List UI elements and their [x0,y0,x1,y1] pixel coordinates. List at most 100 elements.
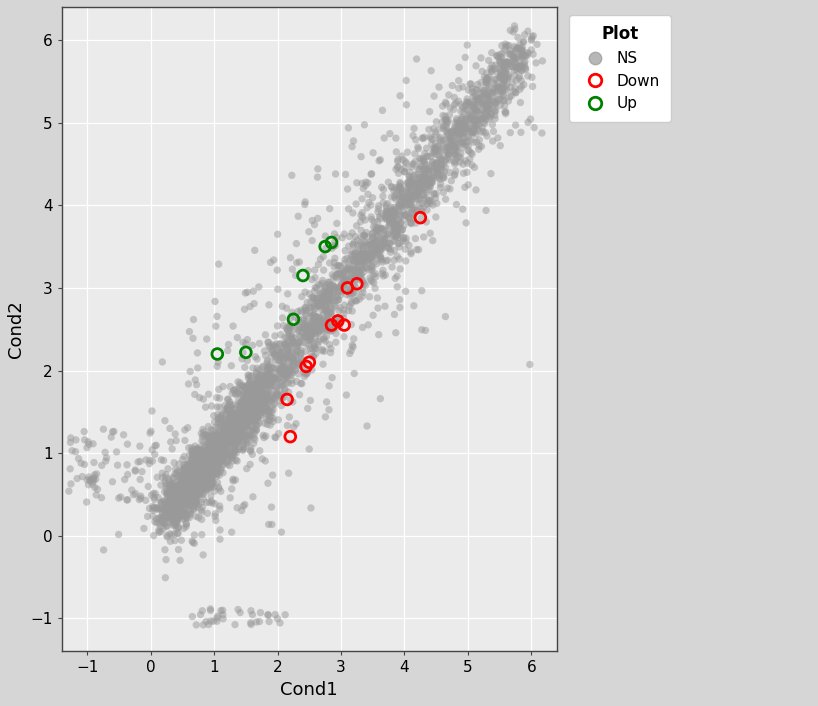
Point [178,508,191,520]
Point [258,395,271,407]
Point [382,176,395,188]
Point [430,198,443,209]
Point [448,117,461,128]
Point [440,131,453,142]
Point [251,388,264,399]
Point [196,465,209,476]
Point [332,316,345,327]
Point [380,238,393,249]
Point [388,255,401,266]
Point [384,208,398,219]
Point [173,485,187,496]
Point [380,208,393,219]
Point [348,280,361,291]
Point [173,489,186,501]
Point [418,148,431,159]
Point [418,184,431,195]
Point [290,357,303,369]
Point [372,225,385,237]
Point [174,469,187,481]
Point [251,388,264,399]
Point [210,616,223,627]
Point [341,278,354,289]
Point [375,222,388,234]
Point [194,474,207,486]
Point [381,210,394,222]
Point [452,133,465,145]
Point [278,340,291,351]
Point [348,368,361,379]
Point [402,199,416,210]
Point [314,295,327,306]
Point [212,445,225,457]
Point [159,415,172,426]
Point [519,56,532,67]
Point [190,510,203,522]
Point [329,271,342,282]
Point [365,248,378,259]
Point [425,157,438,168]
Point [473,107,486,118]
Point [402,193,415,205]
Point [249,425,263,436]
Point [335,278,348,289]
Point [238,431,251,443]
Point [375,236,389,247]
Point [265,377,278,388]
Point [431,167,444,179]
Point [241,413,254,424]
Point [375,181,389,193]
Point [185,489,198,500]
Point [354,256,367,267]
Point [403,213,416,225]
Point [209,447,222,458]
Point [226,431,239,442]
Point [501,72,514,83]
Point [266,469,279,481]
Point [455,123,468,134]
Point [399,210,412,221]
Point [251,414,264,426]
Point [196,474,209,485]
Point [200,616,213,627]
Point [436,135,449,146]
Point [346,282,359,294]
Point [232,424,245,436]
Point [478,107,491,118]
Point [390,187,403,198]
Point [244,617,257,628]
Point [334,290,347,301]
Point [479,114,492,126]
Point [391,162,404,173]
Point [196,449,209,460]
Point [231,426,244,437]
Point [254,406,267,417]
Point [394,181,407,193]
Point [475,97,488,108]
Point [281,342,294,354]
Point [207,446,220,457]
Point [497,60,510,71]
Point [182,483,196,494]
Point [272,428,285,439]
Point [324,308,337,319]
Point [180,512,193,523]
Point [222,431,235,442]
Point [421,151,434,162]
Point [235,411,248,422]
Point [402,189,416,200]
Point [514,97,527,108]
Point [331,268,344,280]
Point [200,460,213,471]
Point [411,186,425,197]
Point [242,393,255,405]
Point [182,460,196,472]
Point [220,445,233,456]
Point [348,257,362,268]
Point [470,116,483,127]
Point [258,405,272,416]
Point [241,395,254,407]
Point [470,115,483,126]
Point [268,349,281,361]
Point [455,138,468,149]
